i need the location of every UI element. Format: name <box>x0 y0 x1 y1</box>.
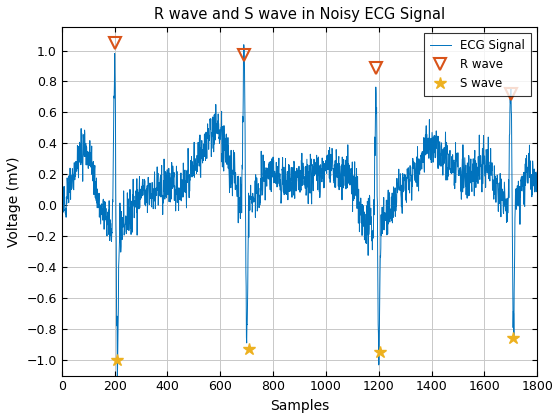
ECG Signal <box>534 170 540 175</box>
Y-axis label: Voltage (mV): Voltage (mV) <box>7 156 21 247</box>
ECG Signal <box>114 378 120 383</box>
ECG Signal <box>58 190 65 195</box>
Line: ECG Signal: ECG Signal <box>62 45 537 381</box>
Legend: ECG Signal, R wave, S wave: ECG Signal, R wave, S wave <box>424 33 531 96</box>
ECG Signal <box>240 42 247 47</box>
ECG Signal <box>255 189 262 194</box>
ECG Signal <box>86 152 92 158</box>
Title: R wave and S wave in Noisy ECG Signal: R wave and S wave in Noisy ECG Signal <box>154 7 445 22</box>
R wave <box>241 52 248 58</box>
ECG Signal <box>160 178 167 183</box>
ECG Signal <box>383 218 390 223</box>
S wave <box>377 350 384 355</box>
Line: S wave: S wave <box>111 332 520 366</box>
S wave <box>510 336 517 341</box>
ECG Signal <box>253 191 259 196</box>
ECG Signal <box>236 210 243 215</box>
Line: R wave: R wave <box>109 37 517 100</box>
X-axis label: Samples: Samples <box>270 399 329 413</box>
S wave <box>114 358 120 363</box>
R wave <box>373 65 380 70</box>
R wave <box>111 40 118 45</box>
S wave <box>246 347 253 352</box>
R wave <box>507 91 514 96</box>
